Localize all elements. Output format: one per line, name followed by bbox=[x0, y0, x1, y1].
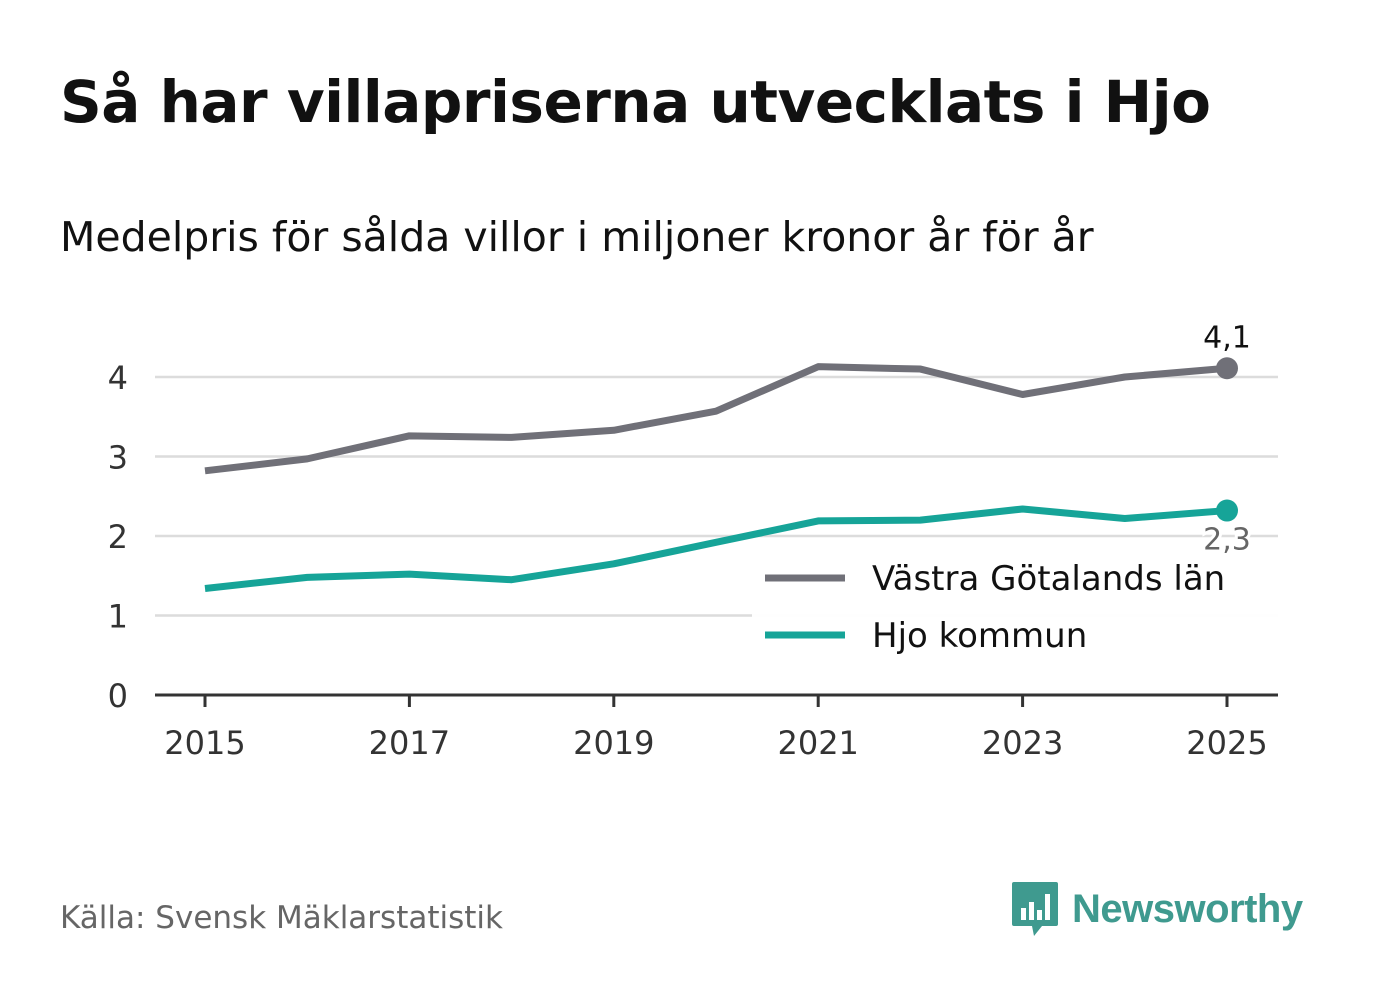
end-label-hjo-kommun: 2,3 bbox=[1203, 523, 1251, 558]
y-tick-label: 4 bbox=[108, 359, 128, 397]
x-tick-label: 2025 bbox=[1186, 724, 1267, 762]
y-tick-label: 1 bbox=[108, 598, 128, 636]
series-line-hjo-kommun bbox=[204, 505, 1228, 592]
legend: Västra Götalands län Hjo kommun bbox=[752, 546, 1278, 658]
legend-label: Västra Götalands län bbox=[872, 559, 1225, 599]
end-point-hjo-kommun bbox=[1216, 499, 1238, 522]
end-label-vastra-gotalands-lan: 4,1 bbox=[1203, 320, 1251, 355]
end-labels: 4,1 2,3 bbox=[1200, 320, 1254, 560]
series-line-vastra-gotalands-lan bbox=[204, 363, 1228, 475]
source-note: Källa: Svensk Mäklarstatistik bbox=[60, 900, 503, 936]
end-point-vastra-gotalands-lan bbox=[1216, 357, 1238, 380]
x-tick-label: 2017 bbox=[369, 724, 450, 762]
y-tick-label: 3 bbox=[108, 439, 128, 477]
chart-title: Så har villapriserna utvecklats i Hjo bbox=[60, 68, 1211, 136]
axes: 0 1 2 3 4 2015 2017 2019 2021 2023 2025 bbox=[108, 359, 1278, 762]
y-tick-label: 0 bbox=[108, 677, 128, 715]
y-tick-label: 2 bbox=[108, 518, 128, 556]
x-tick-label: 2019 bbox=[573, 724, 654, 762]
legend-background bbox=[752, 546, 1278, 658]
x-tick-label: 2015 bbox=[164, 724, 245, 762]
x-tick-label: 2021 bbox=[777, 724, 858, 762]
series-lines bbox=[204, 357, 1238, 592]
chart-subtitle: Medelpris för sålda villor i miljoner kr… bbox=[60, 213, 1094, 261]
x-tick-label: 2023 bbox=[982, 724, 1063, 762]
legend-label: Hjo kommun bbox=[872, 616, 1087, 656]
newsworthy-logo[interactable]: Newsworthy bbox=[1010, 880, 1303, 938]
newsworthy-chart-icon bbox=[1012, 882, 1058, 936]
brand-name: Newsworthy bbox=[1072, 886, 1303, 931]
